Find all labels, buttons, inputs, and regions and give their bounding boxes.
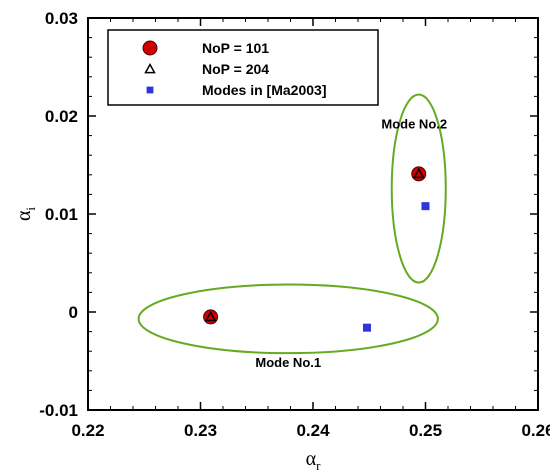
y-tick-label: 0.01 xyxy=(45,205,78,224)
legend-label-3: Modes in [Ma2003] xyxy=(202,82,326,98)
legend-marker-2 xyxy=(144,62,156,74)
mode-ellipses xyxy=(137,93,447,355)
data-points xyxy=(203,166,430,332)
annotation-mode-1: Mode No.1 xyxy=(255,355,321,370)
y-tick-label: -0.01 xyxy=(39,401,78,420)
x-tick-label: 0.22 xyxy=(71,421,104,440)
mode-ellipse-1 xyxy=(137,283,439,355)
legend-items: NoP = 101 NoP = 204 Modes in [Ma2003] xyxy=(142,40,326,98)
mode-ellipse-2 xyxy=(390,93,447,284)
series-2-point xyxy=(412,167,425,179)
legend-marker-1 xyxy=(142,40,158,56)
annotation-mode-2: Mode No.2 xyxy=(381,117,447,132)
x-axis-title-main: α xyxy=(306,448,317,470)
axis-ticks: 0.22 0.23 0.24 0.25 0.26 -0.01 0 0.01 0.02 0.03 xyxy=(39,9,550,440)
y-axis-title: αi xyxy=(13,207,38,221)
x-axis-title: αr xyxy=(306,448,321,473)
y-axis-title-main: α xyxy=(13,210,35,221)
y-tick-label: 0 xyxy=(69,303,78,322)
x-tick-label: 0.24 xyxy=(296,421,330,440)
x-tick-label: 0.23 xyxy=(184,421,217,440)
series-3-point xyxy=(363,323,371,332)
legend-label-1: NoP = 101 xyxy=(202,40,269,56)
series-3-point xyxy=(421,202,430,211)
legend-label-2: NoP = 204 xyxy=(202,61,269,77)
x-tick-label: 0.25 xyxy=(409,421,442,440)
y-tick-label: 0.03 xyxy=(45,9,78,28)
legend-marker-3 xyxy=(146,86,154,94)
series-2-point xyxy=(204,310,217,322)
x-axis-title-subscript: r xyxy=(316,458,321,473)
legend: NoP = 101 NoP = 204 Modes in [Ma2003] xyxy=(107,29,379,106)
y-tick-label: 0.02 xyxy=(45,107,78,126)
annotations: Mode No.1 Mode No.2 xyxy=(255,117,447,370)
x-tick-label: 0.26 xyxy=(521,421,550,440)
y-axis-title-subscript: i xyxy=(23,207,38,211)
